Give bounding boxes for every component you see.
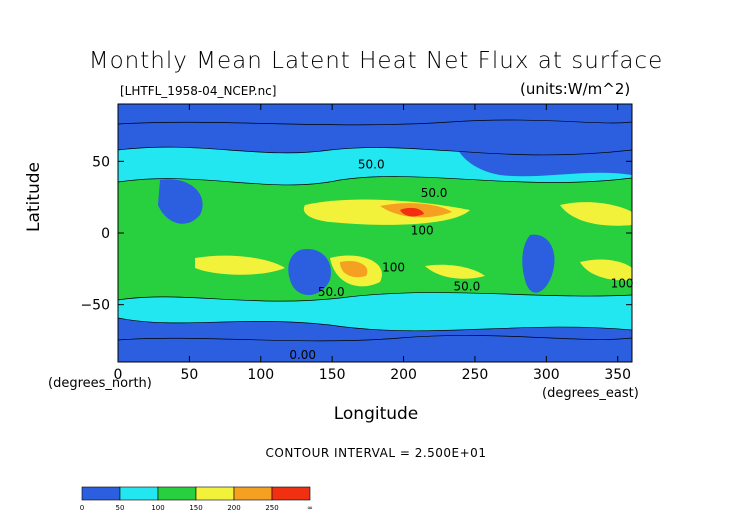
contour-label: 50.0 (454, 279, 481, 293)
colorbar-segment (157, 486, 197, 501)
x-axis-ticks: 0 50 100 150 200 250 300 350 (114, 104, 631, 383)
y-tick-label: 50 (92, 154, 110, 170)
colorbar-tick-label: 200 (227, 504, 240, 512)
contour-lines (118, 119, 632, 342)
colorbar-tick-label: 100 (151, 504, 164, 512)
flux-field (118, 104, 632, 362)
contour-label: 0.00 (289, 348, 316, 362)
contour-labels: 50.0 50.0 50.0 100 50.0 100 0.00 100 (289, 158, 633, 363)
y-tick-label: −50 (80, 298, 110, 314)
x-tick-label: 100 (247, 367, 274, 383)
x-tick-label: 50 (180, 367, 198, 383)
x-axis-label: Longitude (333, 404, 419, 424)
x-tick-label: 0 (114, 367, 123, 383)
chart-title: Monthly Mean Latent Heat Net Flux at sur… (88, 48, 664, 74)
colorbar-segment (271, 486, 311, 501)
units-label: (units:W/m^2) (520, 80, 631, 98)
colorbar-tick-label: 50 (116, 504, 125, 512)
contour-label: 100 (611, 276, 634, 290)
chart-subtitle: [LHTFL_1958-04_NCEP.nc] (120, 84, 277, 98)
land-region (454, 126, 632, 177)
y-unit-label: (degrees_north) (48, 376, 152, 391)
colorbar-tick-label: 250 (265, 504, 278, 512)
contour-interval-label: CONTOUR INTERVAL = 2.500E+01 (265, 446, 487, 460)
y-axis-ticks: −50 0 50 (80, 154, 632, 314)
contour-label: 50.0 (358, 158, 385, 172)
x-tick-label: 350 (604, 367, 631, 383)
contour-label: 100 (382, 261, 405, 275)
colorbar-segment (195, 486, 235, 501)
land-region (288, 249, 331, 296)
flux-band-250-plus (400, 207, 424, 217)
flux-band-200-250 (340, 260, 368, 278)
x-tick-label: 150 (319, 367, 346, 383)
x-tick-label: 200 (390, 367, 417, 383)
contour-label: 50.0 (318, 285, 345, 299)
x-unit-label: (degrees_east) (542, 386, 639, 401)
contour-label: 100 (411, 223, 434, 237)
colorbar-segment (233, 486, 273, 501)
land-region (522, 234, 555, 293)
x-tick-label: 300 (533, 367, 560, 383)
flux-band-150-200 (560, 202, 632, 226)
colorbar-tick-label: 0 (80, 504, 84, 512)
flux-band-150-200 (580, 259, 632, 281)
flux-band-150-200 (425, 264, 485, 279)
land-region (158, 179, 203, 224)
colorbar-tick-label: ∞ (307, 504, 313, 512)
x-tick-label: 250 (462, 367, 489, 383)
y-tick-label: 0 (101, 226, 110, 242)
colorbar: 0 50 100 150 200 250 ∞ (80, 486, 313, 512)
colorbar-segment (119, 486, 159, 501)
colorbar-tick-label: 150 (189, 504, 202, 512)
contour-label: 50.0 (421, 186, 448, 200)
flux-band-150-200 (195, 255, 285, 275)
colorbar-segment (81, 486, 121, 501)
